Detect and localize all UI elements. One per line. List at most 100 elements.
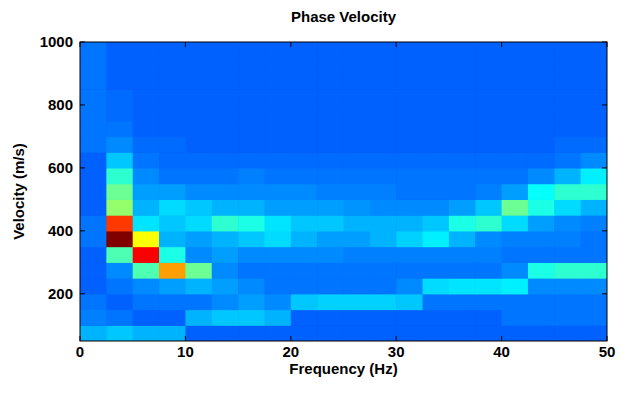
cell [264,215,291,231]
cell [554,231,581,247]
cell [264,136,291,152]
cell [423,136,450,152]
cell [396,199,423,215]
cell [449,105,476,121]
y-axis-title: Velocity (m/s) [10,143,27,240]
cell [475,58,502,74]
cell [80,136,107,152]
cell [133,184,160,200]
cell [370,278,397,294]
cell [475,294,502,310]
cell [291,294,318,310]
cell [238,105,265,121]
cell [238,247,265,263]
cell [475,73,502,89]
cell [80,89,107,105]
cells [80,42,607,341]
cell [370,105,397,121]
cell [423,294,450,310]
plot-frame [80,42,607,341]
cell [238,310,265,326]
cell [291,136,318,152]
cell [396,325,423,341]
cell [159,215,186,231]
cell [528,278,555,294]
cell [185,105,212,121]
cell [449,89,476,105]
cell [502,168,529,184]
cell [238,58,265,74]
cell [449,73,476,89]
cell [212,184,239,200]
x-tick [396,42,397,47]
x-tick [290,42,291,47]
cell [396,136,423,152]
cell [581,73,607,89]
cell [423,310,450,326]
cell [238,89,265,105]
cell [581,278,607,294]
cell [370,168,397,184]
cell [80,294,107,310]
cell [344,184,371,200]
y-tick [602,167,607,168]
plot-background [80,42,607,341]
cell [581,247,607,263]
cell [185,58,212,74]
cell [185,215,212,231]
cell [159,42,186,58]
cell [185,278,212,294]
cell [423,121,450,137]
cell [238,42,265,58]
cell [396,294,423,310]
cell [528,42,555,58]
cell [106,231,133,247]
x-tick [396,336,397,341]
cell [106,168,133,184]
cell [554,42,581,58]
cell [423,325,450,341]
cell [502,152,529,168]
cell [528,215,555,231]
cell [212,152,239,168]
cell [159,310,186,326]
cell [80,247,107,263]
cell [264,121,291,137]
cell [396,89,423,105]
cell [212,325,239,341]
cell [80,42,107,58]
cell [475,184,502,200]
cell [212,310,239,326]
y-tick [602,293,607,294]
cell [449,262,476,278]
x-tick [501,42,502,47]
cell [502,199,529,215]
cell [344,105,371,121]
cell [475,89,502,105]
y-tick-label: 600 [48,159,73,176]
cell [502,262,529,278]
cell [185,152,212,168]
cell [423,184,450,200]
cell [80,121,107,137]
cell [396,152,423,168]
cell [159,184,186,200]
cell [106,89,133,105]
cell [581,310,607,326]
cell [370,262,397,278]
cell [317,325,344,341]
cell [133,168,160,184]
cell [185,231,212,247]
cell [238,136,265,152]
cell [475,136,502,152]
cell [106,73,133,89]
y-tick [80,42,85,43]
cell [185,136,212,152]
cell [212,121,239,137]
cell [502,325,529,341]
cell [449,184,476,200]
cell [264,247,291,263]
cell [449,215,476,231]
cell [475,199,502,215]
cell [291,184,318,200]
